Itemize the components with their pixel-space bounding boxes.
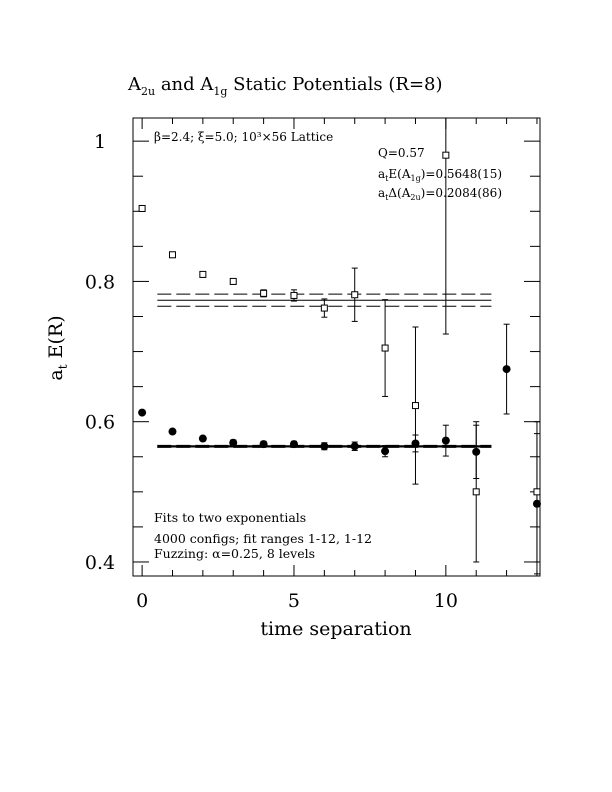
point-a2u <box>411 402 419 410</box>
point-a1g <box>289 440 298 449</box>
point-a2u <box>381 344 389 352</box>
point-a1g <box>320 442 329 451</box>
chart-title: A2u and A1g Static Potentials (R=8) <box>127 74 443 98</box>
x-axis-label: time separation <box>260 618 411 640</box>
plot-frame <box>132 117 541 577</box>
annotation-lattice: β=2.4; ξ=5.0; 10³×56 Lattice <box>154 130 333 144</box>
y-tick-label: 0.6 <box>85 412 115 434</box>
point-a2u <box>320 304 328 312</box>
point-a2u <box>442 151 450 159</box>
point-a2u <box>229 277 237 285</box>
annotation-gap: atΔ(A2u)=0.2084(86) <box>378 186 502 202</box>
point-a1g <box>502 365 511 374</box>
point-a2u <box>290 291 298 299</box>
tick-labels: 0.40.60.810 5 10 <box>85 131 458 612</box>
y-tick-label: 1 <box>94 131 106 153</box>
x-tick-label: 0 <box>136 590 148 612</box>
y-tick-label: 0.4 <box>85 552 115 574</box>
point-a2u <box>260 289 268 297</box>
point-a1g <box>198 434 207 443</box>
data-points <box>138 118 541 575</box>
y-axis-label: at E(R) <box>45 315 70 380</box>
point-a2u <box>351 291 359 299</box>
y-tick-label: 0.8 <box>85 271 115 293</box>
x-tick-label: 5 <box>288 590 300 612</box>
point-a1g <box>259 440 268 449</box>
annotation-configs: 4000 configs; fit ranges 1-12, 1-12 <box>154 531 372 546</box>
point-a1g <box>168 427 177 436</box>
point-a1g <box>229 438 238 447</box>
annotation-energy: atE(A1g)=0.5648(15) <box>378 167 502 183</box>
point-a2u <box>168 251 176 259</box>
annotation-q: Q=0.57 <box>378 146 425 160</box>
point-a2u <box>472 488 480 496</box>
point-a1g <box>441 436 450 445</box>
point-a2u <box>199 270 207 278</box>
annotation-fuzzing: Fuzzing: α=0.25, 8 levels <box>154 546 315 561</box>
annotation-fits: Fits to two exponentials <box>154 510 306 525</box>
x-tick-label: 10 <box>434 590 458 612</box>
point-a2u <box>138 204 146 212</box>
point-a1g <box>381 447 390 456</box>
point-a2u <box>533 488 541 496</box>
point-a1g <box>138 408 147 417</box>
point-a1g <box>350 442 359 451</box>
